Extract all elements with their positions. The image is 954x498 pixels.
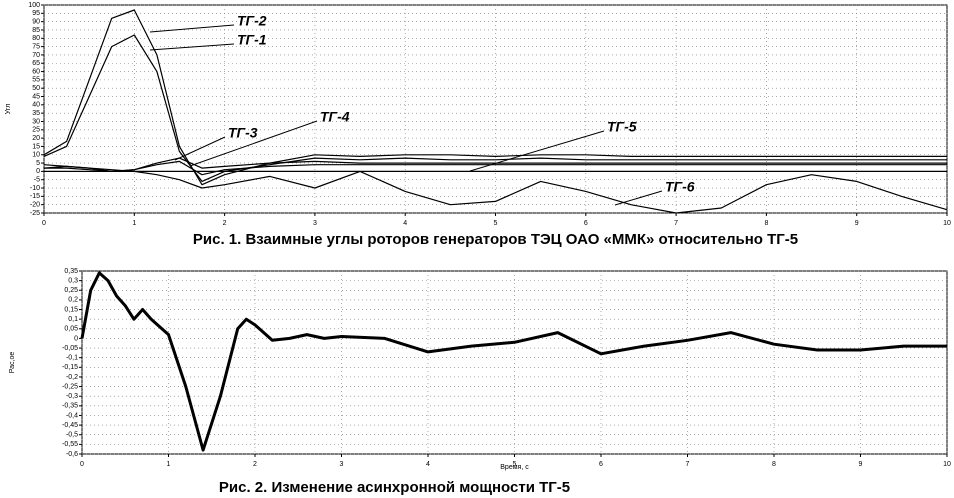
annotation-leader [614,190,663,206]
y-tick-label: 10 [32,152,40,159]
y-tick-label: 25 [32,127,40,134]
y-tick-label: -0,6 [66,451,78,458]
x-tick-label: 8 [764,220,768,227]
y-tick-label: -5 [34,177,40,184]
x-tick-label: 7 [674,220,678,227]
series-label: ТГ-6 [665,179,695,195]
series-line [43,34,947,182]
y-tick-label: -0,35 [62,403,78,410]
y-tick-label: 0,25 [64,287,78,294]
y-tick-label: -25 [30,210,40,217]
y-tick-label: 95 [32,10,40,17]
x-tick-label: 5 [513,461,517,468]
y-tick-label: -0,3 [66,393,78,400]
series-label: ТГ-3 [228,125,258,141]
y-tick-label: 35 [32,110,40,117]
series-line [44,160,947,176]
y-axis-label: Рас,ое [9,352,16,374]
y-tick-label: 0,3 [68,277,78,284]
annotation-leader [149,24,235,33]
annotation-leader [149,43,235,51]
y-tick-label: 45 [32,93,40,100]
series-label: ТГ-4 [320,109,350,125]
x-tick-label: 2 [223,220,227,227]
caption: Рис. 2. Изменение асинхронной мощности Т… [219,479,570,496]
x-tick-label: 4 [403,220,407,227]
series-line [43,9,947,186]
y-tick-label: 70 [32,52,40,59]
y-tick-label: 0,15 [64,306,78,313]
x-tick-label: 1 [132,220,136,227]
x-tick-label: 1 [167,461,171,468]
x-tick-label: 8 [772,461,776,468]
y-tick-label: -0,4 [66,412,78,419]
y-tick-label: 65 [32,60,40,67]
y-tick-label: 0,1 [68,316,78,323]
x-tick-label: 10 [943,220,951,227]
y-tick-label: -0,55 [62,441,78,448]
y-tick-label: 90 [32,18,40,25]
y-tick-label: 0,35 [64,268,78,275]
y-tick-label: -0,5 [66,432,78,439]
series-line [80,271,947,452]
series-label: ТГ-1 [237,32,267,48]
x-tick-label: 10 [943,461,951,468]
x-tick-label: 3 [313,220,317,227]
x-tick-label: 6 [599,461,603,468]
x-tick-label: 9 [855,220,859,227]
y-tick-label: 15 [32,143,40,150]
annotation-leader [189,120,318,167]
y-tick-label: 5 [36,160,40,167]
series-label: ТГ-5 [607,119,637,135]
y-tick-label: -20 [30,202,40,209]
x-tick-label: 0 [80,461,84,468]
y-tick-label: -15 [30,193,40,200]
y-tick-label: -0,2 [66,374,78,381]
y-tick-label: 85 [32,27,40,34]
x-tick-label: 2 [253,461,257,468]
y-tick-label: -0,1 [66,355,78,362]
y-tick-label: 0,2 [68,297,78,304]
y-tick-label: 80 [32,35,40,42]
x-tick-label: 5 [494,220,498,227]
y-tick-label: 40 [32,102,40,109]
y-tick-label: 50 [32,85,40,92]
y-tick-label: 0 [36,168,40,175]
x-tick-label: 4 [426,461,430,468]
y-tick-label: -0,15 [62,364,78,371]
y-tick-label: 60 [32,68,40,75]
y-tick-label: 75 [32,43,40,50]
y-tick-label: 20 [32,135,40,142]
y-tick-label: 30 [32,118,40,125]
series-line [43,164,948,214]
x-tick-label: 7 [686,461,690,468]
annotation-leader [469,130,605,172]
y-tick-label: 100 [28,2,40,9]
x-tick-label: 6 [584,220,588,227]
x-tick-label: 0 [42,220,46,227]
y-tick-label: 0 [74,335,78,342]
x-axis-label: Время, с [500,464,529,471]
y-tick-label: 55 [32,77,40,84]
y-axis-label: Угл [5,104,12,115]
annotation-leader [174,136,226,161]
x-tick-label: 3 [340,461,344,468]
y-tick-label: -0,45 [62,422,78,429]
y-tick-label: -0,05 [62,345,78,352]
y-tick-label: 0,05 [64,326,78,333]
series-label: ТГ-2 [237,13,267,29]
y-tick-label: -0,25 [62,383,78,390]
x-tick-label: 9 [859,461,863,468]
y-tick-label: -10 [30,185,40,192]
caption: Рис. 1. Взаимные углы роторов генераторо… [193,231,798,248]
